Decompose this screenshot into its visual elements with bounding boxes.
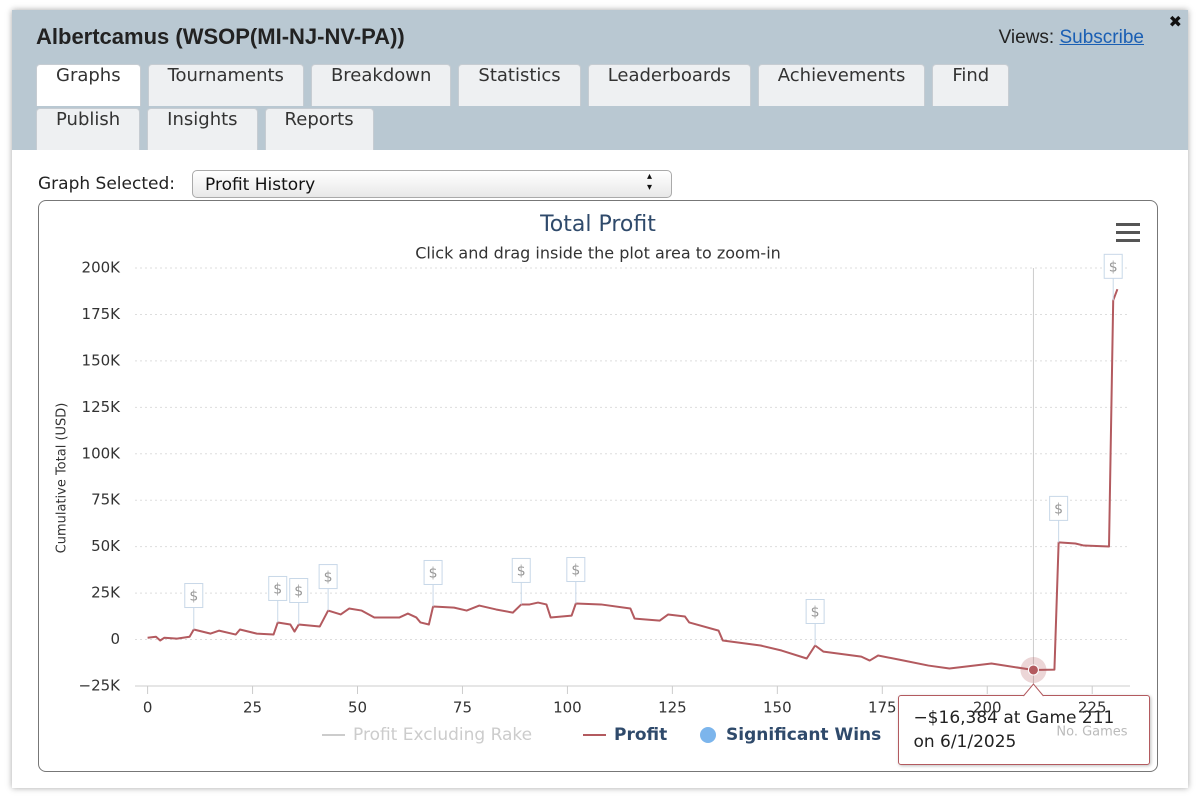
tooltip: −$16,384 at Game 211 on 6/1/2025 [898, 694, 1151, 765]
tab[interactable]: Publish [36, 108, 141, 150]
tab[interactable]: Find [932, 64, 1010, 106]
tab[interactable]: Reports [264, 108, 374, 150]
views-label: Views: [998, 27, 1055, 48]
player-title: Albertcamus (WSOP(MI-NJ-NV-PA)) [36, 24, 405, 49]
close-button[interactable]: ✖ [1168, 12, 1182, 31]
views: Views: Subscribe [999, 27, 1144, 49]
graph-selector[interactable]: Profit History [192, 170, 672, 198]
chart-box [38, 200, 1158, 772]
tab[interactable]: Achievements [757, 64, 926, 106]
subscribe-link[interactable]: Subscribe [1059, 27, 1145, 48]
tab[interactable]: Insights [147, 108, 258, 150]
tab-bar: Graphs Tournaments Breakdown Statistics Lead… [36, 64, 1098, 150]
tab[interactable]: Statistics [458, 64, 581, 106]
header: Albertcamus (WSOP(MI-NJ-NV-PA)) Views: S… [12, 10, 1188, 150]
selector-label: Graph Selected: [38, 174, 175, 194]
window: Albertcamus (WSOP(MI-NJ-NV-PA)) Views: S… [12, 10, 1188, 788]
tab[interactable]: Leaderboards [587, 64, 751, 106]
tab[interactable]: Graphs [36, 64, 141, 106]
tab[interactable]: Tournaments [147, 64, 304, 106]
tab[interactable]: Breakdown [310, 64, 452, 106]
